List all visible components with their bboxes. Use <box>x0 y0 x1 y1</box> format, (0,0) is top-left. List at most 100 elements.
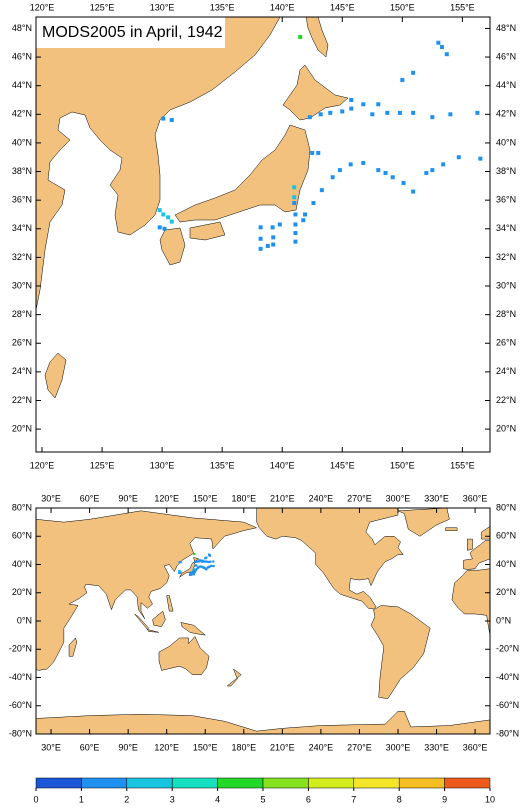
observation <box>192 573 195 576</box>
x-tick-label: 120°E <box>154 742 179 752</box>
x-tick-label: 60°E <box>80 493 100 503</box>
observation <box>361 102 366 107</box>
observation <box>179 561 182 564</box>
y-tick-label: 36°N <box>496 195 516 205</box>
observation <box>194 560 197 564</box>
observation <box>193 552 196 556</box>
observation <box>208 565 211 568</box>
land <box>180 622 207 636</box>
observation <box>478 156 483 161</box>
x-tick-label: 360°E <box>463 493 488 503</box>
colorbar-swatch <box>262 777 309 789</box>
y-tick-label: 44°N <box>496 80 516 90</box>
x-tick-label: 150°E <box>390 460 415 470</box>
x-tick-label: 180°E <box>231 742 256 752</box>
observation <box>265 243 270 248</box>
x-tick-label: 120°E <box>30 460 55 470</box>
observation <box>348 162 353 167</box>
colorbar-label: 3 <box>170 794 175 804</box>
colorbar-swatch <box>81 777 128 789</box>
observation <box>349 97 354 102</box>
y-tick-label: 60°N <box>496 531 516 541</box>
observation <box>205 568 208 571</box>
x-tick-label: 30°E <box>41 493 61 503</box>
observation <box>203 560 207 563</box>
land <box>282 64 349 121</box>
y-tick-label: 28°N <box>496 309 516 319</box>
observation <box>188 571 192 574</box>
map-title: MODS2005 in April, 1942 <box>42 24 223 41</box>
observation <box>448 112 453 117</box>
observation <box>411 70 416 75</box>
y-tick-label: 40°N <box>12 559 32 569</box>
y-tick-label: 80°N <box>496 502 516 512</box>
land <box>152 610 166 627</box>
colorbar-swatch <box>353 777 400 789</box>
x-tick-label: 130°E <box>150 2 175 12</box>
y-tick-label: -80°N <box>496 728 519 738</box>
x-tick-label: 155°E <box>450 460 475 470</box>
y-tick-label: 26°N <box>496 338 516 348</box>
x-tick-label: 210°E <box>270 493 295 503</box>
world-map-layer: 30°E 30°E 60°E 60°E 90°E 90°E 120°E 120°E 150°E 1… <box>9 493 519 752</box>
observation <box>401 180 406 185</box>
x-tick-label: 90°E <box>118 493 138 503</box>
observation <box>456 155 461 160</box>
land <box>174 124 311 223</box>
observation <box>292 195 297 200</box>
x-tick-label: 125°E <box>90 460 115 470</box>
y-tick-label: 44°N <box>12 80 32 90</box>
y-tick-label: -20°N <box>496 644 519 654</box>
observation <box>411 110 416 115</box>
observation <box>196 566 199 569</box>
observation <box>212 564 215 568</box>
x-tick-label: 145°E <box>330 460 355 470</box>
observation <box>192 569 195 572</box>
observation <box>204 557 207 560</box>
observation <box>361 160 366 165</box>
observation <box>400 77 405 82</box>
y-tick-label: 22°N <box>496 395 516 405</box>
x-tick-label: 135°E <box>210 460 235 470</box>
observation <box>376 102 381 107</box>
observation <box>411 189 416 194</box>
x-tick-label: 150°E <box>193 742 218 752</box>
observation <box>157 208 162 213</box>
y-tick-label: -80°N <box>9 728 32 738</box>
observation <box>293 222 298 227</box>
y-tick-label: 36°N <box>12 195 32 205</box>
x-tick-label: 210°E <box>270 742 295 752</box>
observation <box>436 40 441 45</box>
world-map-frame <box>35 507 491 735</box>
land <box>134 613 150 630</box>
title-box <box>36 17 225 48</box>
y-tick-label: 26°N <box>12 338 32 348</box>
observation <box>208 554 212 557</box>
colorbar-swatch <box>171 777 218 789</box>
land <box>467 538 473 551</box>
land <box>146 629 160 633</box>
y-tick-label: -40°N <box>9 672 32 682</box>
observation <box>390 175 395 180</box>
colorbar-label: 4 <box>215 794 220 804</box>
colorbar-label: 1 <box>79 794 84 804</box>
x-tick-label: 300°E <box>386 493 411 503</box>
y-tick-label: 24°N <box>12 366 32 376</box>
y-tick-label: 48°N <box>12 23 32 33</box>
x-tick-label: 300°E <box>386 742 411 752</box>
observation <box>205 556 208 559</box>
observation <box>198 565 201 568</box>
observation <box>195 564 198 567</box>
y-tick-label: 22°N <box>12 395 32 405</box>
observation <box>169 219 174 224</box>
y-tick-label: -40°N <box>496 672 519 682</box>
x-tick-label: 270°E <box>347 742 372 752</box>
observation <box>319 188 324 193</box>
observation <box>203 566 206 569</box>
y-tick-label: 20°N <box>12 587 32 597</box>
colorbar-swatch <box>398 777 445 789</box>
y-tick-label: 0°N <box>17 615 32 625</box>
observation <box>298 35 303 40</box>
land <box>44 352 67 399</box>
observation <box>194 569 197 572</box>
